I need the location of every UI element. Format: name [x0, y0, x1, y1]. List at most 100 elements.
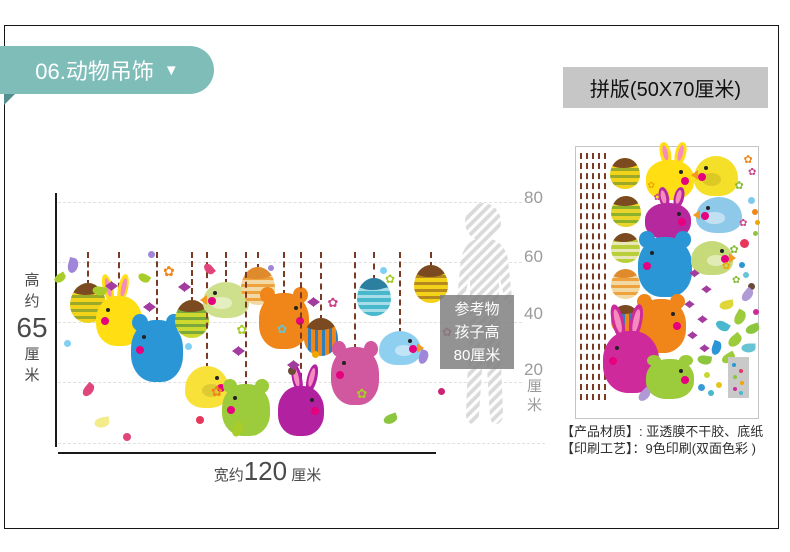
- sheet-size-label: 拼版(50X70厘米): [563, 67, 768, 108]
- leaf: [696, 354, 713, 366]
- egg-cap: [241, 267, 275, 279]
- dot: [123, 433, 131, 441]
- gridline-80cm: [58, 202, 522, 203]
- eye-icon: [232, 396, 237, 401]
- dot: [438, 388, 445, 395]
- cheek-dot: [608, 357, 617, 366]
- hanging-string: [191, 252, 193, 303]
- rabbit-ear-inner: [676, 145, 686, 162]
- flower-icon: ✿: [236, 321, 248, 337]
- leaf: [382, 412, 399, 426]
- reference-line: 80厘米: [453, 346, 501, 364]
- easter-egg: [357, 278, 391, 316]
- bear-figure: [331, 341, 379, 405]
- bow-icon: [699, 344, 710, 353]
- flower-icon: ✿: [734, 179, 744, 192]
- dot: [753, 231, 758, 236]
- rabbit-ear-inner: [661, 145, 670, 162]
- leaf: [718, 299, 735, 311]
- label-speck: [733, 387, 737, 391]
- hanging-string: [604, 153, 606, 400]
- scale-tick-20: 20: [524, 360, 543, 379]
- dot: [716, 382, 722, 388]
- rabbit-ear-inner: [674, 189, 683, 205]
- image-frame: [4, 25, 779, 529]
- hanging-string: [373, 252, 375, 281]
- dot: [185, 343, 192, 350]
- bow-icon: [689, 269, 700, 278]
- leaf: [52, 271, 68, 285]
- flower-icon: ✿: [722, 261, 731, 272]
- eye-icon: [676, 211, 681, 216]
- easter-egg: [610, 269, 640, 299]
- dot: [743, 272, 749, 278]
- triangle-down-icon: ▼: [163, 61, 179, 79]
- hanging-string: [300, 252, 302, 389]
- bow-icon: [687, 331, 698, 340]
- bear-figure: [638, 231, 692, 297]
- hanging-string: [430, 252, 432, 268]
- egg-cap: [610, 305, 640, 315]
- egg-cap: [610, 158, 640, 168]
- flower-icon: ✿: [211, 383, 223, 399]
- dot: [708, 390, 714, 396]
- egg-cap: [610, 269, 640, 279]
- egg-cap: [414, 265, 448, 277]
- cheek-dot: [335, 371, 344, 380]
- height-dimension-line: [55, 193, 57, 447]
- eye-icon: [341, 360, 346, 365]
- eye-icon: [407, 339, 412, 344]
- bow-icon: [287, 360, 300, 370]
- dot: [196, 416, 204, 424]
- width-dimension-line: [58, 452, 436, 454]
- cheek-dot: [700, 212, 709, 221]
- dot: [755, 220, 760, 225]
- bow-icon: [178, 282, 191, 292]
- easter-egg: [610, 233, 640, 263]
- leaf: [66, 256, 80, 275]
- bow-icon: [701, 285, 712, 294]
- label-speck: [739, 391, 743, 395]
- eye-icon: [615, 345, 620, 350]
- flower-icon: ✿: [277, 322, 288, 336]
- rabbit-ear-inner: [307, 368, 317, 388]
- hanging-string: [592, 153, 594, 400]
- flower-icon: ✿: [647, 179, 656, 190]
- beak-icon: [686, 170, 698, 181]
- eye-icon: [106, 308, 111, 312]
- bear-figure: [646, 355, 694, 399]
- beak-icon: [195, 294, 207, 305]
- reference-info-box: 参考物 孩子高 80厘米: [440, 295, 514, 369]
- bear-figure: [131, 313, 183, 382]
- bird-figure: [379, 331, 429, 365]
- width-dimension-label: 宽约120 厘米: [180, 456, 355, 487]
- bow-icon: [232, 346, 245, 356]
- flower-icon: ✿: [732, 275, 741, 286]
- rabbit-figure: [278, 363, 324, 436]
- hanging-string: [283, 252, 285, 296]
- leaf: [741, 343, 756, 353]
- reference-line: 孩子高: [454, 323, 500, 341]
- height-value: 65: [16, 312, 48, 343]
- bow-icon: [697, 315, 708, 324]
- gridline-0cm: [58, 443, 545, 444]
- hanging-string: [156, 252, 158, 323]
- height-unit: 厘米: [24, 346, 40, 384]
- easter-egg: [611, 196, 641, 227]
- eye-icon: [142, 334, 147, 339]
- egg-cap: [611, 196, 641, 206]
- product-notes: 【产品材质】: 亚透膜不干胶、底纸 【印刷工艺】：9色印刷(双面色彩 ): [561, 423, 763, 457]
- hanging-string: [586, 153, 588, 400]
- flower-icon: ✿: [163, 263, 175, 279]
- eye-icon: [706, 205, 711, 210]
- sheet-barcode-label: [728, 357, 749, 398]
- category-badge-label: 06.动物吊饰: [35, 59, 154, 84]
- badge-fold: [4, 94, 15, 105]
- scale-unit: 厘米: [527, 378, 543, 414]
- printing-process-note: 【印刷工艺】：9色印刷(双面色彩 ): [561, 441, 757, 456]
- hanging-string: [225, 252, 227, 285]
- egg-cap: [610, 233, 640, 243]
- width-prefix: 宽约: [213, 467, 244, 484]
- eye-icon: [213, 290, 218, 295]
- flower-icon: ✿: [748, 167, 757, 178]
